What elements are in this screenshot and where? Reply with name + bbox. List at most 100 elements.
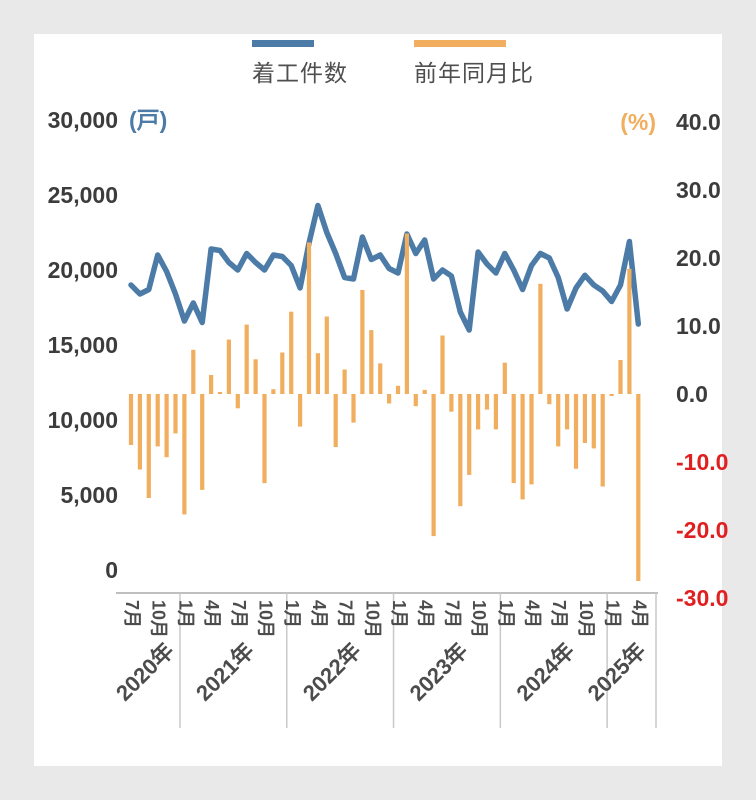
x-axis-month-label: 1月 — [603, 600, 623, 628]
bar-series-bar — [298, 394, 303, 427]
right-axis-tick-label: 0.0 — [676, 381, 708, 407]
x-axis-month-label: 7月 — [549, 600, 569, 628]
bar-series-bar — [582, 394, 587, 443]
bar-series-bar — [146, 394, 151, 498]
bar-series-bar — [484, 394, 490, 410]
left-axis-tick-label: 5,000 — [60, 482, 118, 508]
bar-series-bar — [556, 394, 561, 447]
bar-series-bar — [209, 375, 214, 394]
left-axis-tick-label: 15,000 — [48, 332, 118, 358]
bar-series-bar — [636, 394, 641, 581]
bar-series-bar — [155, 394, 160, 447]
bar-series-bar — [573, 394, 579, 469]
x-axis-month-label: 7月 — [336, 600, 356, 628]
bar-series-bar — [271, 389, 276, 394]
left-axis-tick-label: 30,000 — [48, 107, 118, 133]
x-axis-month-label: 7月 — [229, 600, 249, 628]
bar-series-bar — [306, 242, 312, 394]
x-axis-year-label: 2022年 — [298, 638, 366, 706]
bar-series-bar — [173, 394, 178, 434]
x-axis-year-label: 2023年 — [405, 638, 473, 706]
x-axis-month-label: 7月 — [122, 600, 142, 628]
bar-series-bar — [253, 359, 258, 394]
x-axis-month-label: 1月 — [389, 600, 409, 628]
bar-series-bar — [289, 311, 294, 394]
x-axis-month-label: 4月 — [416, 600, 436, 628]
bar-series-bar — [449, 394, 454, 412]
left-axis-tick-label: 20,000 — [48, 257, 118, 283]
legend-line-label: 着工件数 — [252, 60, 348, 86]
bar-series-bar — [395, 385, 401, 394]
x-axis-month-label: 10月 — [149, 600, 169, 638]
bar-series-bar — [511, 394, 516, 484]
left-axis-tick-label: 25,000 — [48, 182, 118, 208]
x-axis-month-label: 10月 — [469, 600, 489, 638]
x-axis-month-label: 10月 — [576, 600, 596, 638]
bar-series-bar — [520, 394, 525, 500]
right-axis-tick-label: 10.0 — [676, 313, 721, 339]
bar-series-bar — [226, 339, 231, 394]
left-axis-tick-label: 0 — [105, 557, 118, 583]
x-axis-month-label: 1月 — [496, 600, 516, 628]
bar-series-bar — [200, 394, 205, 490]
x-axis-month-label: 4月 — [523, 600, 543, 628]
bar-series-bar — [600, 394, 605, 487]
bar-series-bar — [609, 394, 614, 396]
x-axis-month-label: 10月 — [256, 600, 276, 638]
bar-series-bar — [324, 316, 329, 394]
x-axis-year-label: 2020年 — [111, 638, 179, 706]
right-axis-tick-label: -10.0 — [676, 449, 728, 475]
bar-series-bar — [191, 349, 196, 394]
bar-series-bar — [404, 233, 409, 394]
x-axis-month-label: 10月 — [362, 600, 382, 638]
bar-series-bar — [217, 392, 223, 394]
bar-series-bar — [627, 268, 632, 394]
bar-series-bar — [431, 394, 436, 537]
legend-bar-label: 前年同月比 — [414, 60, 534, 86]
bar-series-bar — [137, 394, 142, 470]
right-axis-tick-label: 40.0 — [676, 109, 721, 135]
bar-series-bar — [235, 394, 240, 409]
bar-series-swatch — [414, 40, 506, 47]
bar-series-bar — [547, 394, 552, 405]
bar-series-bar — [565, 394, 570, 430]
bar-series-bar — [182, 394, 187, 515]
bar-series-bar — [315, 353, 320, 394]
legend-item-bar: 前年同月比 — [414, 40, 534, 88]
line-series — [128, 202, 642, 333]
left-axis-unit-label: (戸) — [129, 107, 167, 133]
bar-series-bar — [413, 394, 418, 407]
bar-series-bar — [351, 394, 356, 423]
bar-series-bar — [502, 362, 507, 394]
x-axis-month-label: 1月 — [282, 600, 302, 628]
x-axis-month-label: 1月 — [175, 600, 195, 628]
x-axis-month-label: 7月 — [442, 600, 462, 628]
left-axis-tick-label: 10,000 — [48, 407, 118, 433]
bar-series-bar — [467, 394, 472, 475]
bar-series-bar — [280, 352, 285, 394]
x-axis-year-label: 2024年 — [511, 638, 579, 706]
bar-series-bar — [333, 394, 338, 447]
x-axis-month-label: 4月 — [309, 600, 329, 628]
x-axis-year-label: 2025年 — [583, 638, 651, 706]
legend-item-line: 着工件数 — [252, 40, 348, 88]
bar-series-bar — [128, 394, 134, 445]
x-axis-month-label: 4月 — [629, 600, 649, 628]
bar-series-bar — [476, 394, 481, 430]
bar-series-bar — [422, 389, 427, 394]
x-axis-year-label: 2021年 — [191, 638, 259, 706]
right-axis-tick-label: -30.0 — [676, 585, 728, 611]
line-series-swatch — [252, 40, 314, 47]
right-axis-unit-label: (%) — [620, 109, 656, 135]
bar-series-bar — [369, 330, 374, 394]
right-axis-tick-label: 20.0 — [676, 245, 721, 271]
bar-series-bar — [529, 394, 534, 485]
right-axis-tick-label: -20.0 — [676, 517, 728, 543]
bar-series-bar — [618, 360, 623, 394]
bar-series-bar — [262, 394, 267, 484]
bar-series-bar — [538, 283, 543, 394]
x-axis-month-label: 4月 — [202, 600, 222, 628]
bar-series-bar — [244, 324, 249, 394]
